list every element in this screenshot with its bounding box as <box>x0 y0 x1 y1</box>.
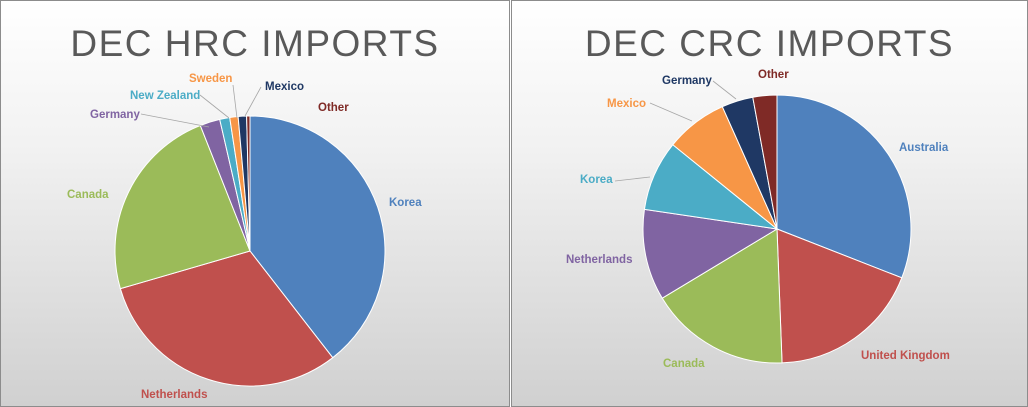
slice-label-canada: Canada <box>663 358 705 370</box>
slice-label-mexico: Mexico <box>265 81 304 93</box>
pie-slice-netherlands <box>642 208 779 299</box>
crc-chart-title: DEC CRC IMPORTS <box>584 23 955 64</box>
pie-slice-united-kingdom <box>776 228 903 364</box>
leader-line <box>244 86 262 117</box>
slice-label-netherlands: Netherlands <box>566 254 632 266</box>
slice-label-canada: Canada <box>67 189 109 201</box>
slice-label-other: Other <box>318 102 349 114</box>
pie-slice-other <box>246 115 251 252</box>
slice-label-other: Other <box>758 69 789 81</box>
slice-label-new-zealand: New Zealand <box>130 90 200 102</box>
leader-line <box>614 176 651 182</box>
hrc-pie-chart: Korea Netherlands Canada Germany New Zealand… <box>67 73 422 401</box>
slice-label-germany: Germany <box>90 109 140 121</box>
slice-label-mexico: Mexico <box>607 98 646 110</box>
slice-label-korea: Korea <box>580 174 613 186</box>
slice-label-germany: Germany <box>662 75 712 87</box>
hrc-chart-panel: DEC HRC IMPORTS Korea Netherlands Canada Ge… <box>0 0 510 407</box>
pie-slice-australia <box>776 94 912 279</box>
leader-line <box>712 80 737 100</box>
slice-label-australia: Australia <box>899 142 949 154</box>
slice-label-netherlands: Netherlands <box>141 389 207 401</box>
slice-label-united-kingdom: United Kingdom <box>861 350 950 362</box>
hrc-chart-title: DEC HRC IMPORTS <box>70 23 440 64</box>
pie-slice-canada <box>661 228 783 364</box>
leader-line <box>140 113 210 128</box>
crc-chart-panel: DEC CRC IMPORTS Australia United Kingdom C… <box>511 0 1028 407</box>
leader-line <box>232 84 238 119</box>
pie-slice-korea <box>249 115 386 359</box>
pie-slice-other <box>752 94 778 230</box>
leader-line <box>649 102 693 122</box>
leader-line <box>199 94 230 119</box>
slice-label-sweden: Sweden <box>189 73 232 85</box>
slice-label-korea: Korea <box>389 197 422 209</box>
crc-pie-chart: Australia United Kingdom Canada Netherlands… <box>566 69 950 370</box>
pie-slice-netherlands <box>119 250 334 387</box>
